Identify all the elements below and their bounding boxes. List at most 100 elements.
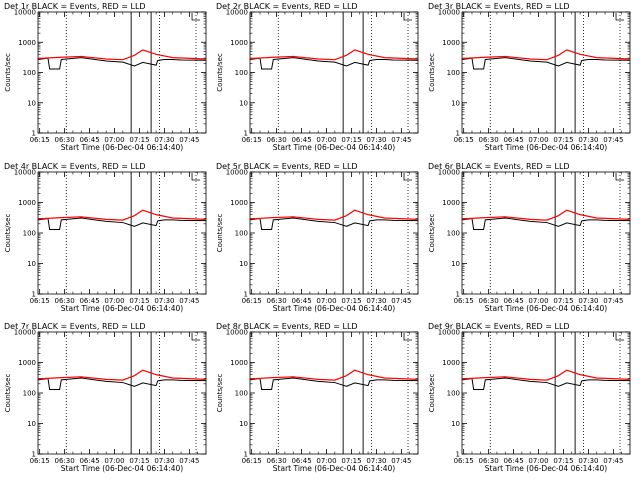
x-tick-label: 07:15 xyxy=(553,297,573,305)
x-tick-label: 07:30 xyxy=(154,457,174,465)
x-tick-label: 07:00 xyxy=(316,457,336,465)
x-tick-label: 06:45 xyxy=(79,136,99,144)
x-tick-label: 07:45 xyxy=(179,136,199,144)
legend-bracket xyxy=(191,333,201,341)
x-tick-label: 07:45 xyxy=(603,457,623,465)
x-tick-label: 06:30 xyxy=(55,136,75,144)
x-tick-label: 07:00 xyxy=(316,136,336,144)
y-tick-label: 10000 xyxy=(226,169,248,177)
y-tick-label: 1000 xyxy=(230,199,248,207)
y-tick-label: 100 xyxy=(447,390,460,398)
events-series-line xyxy=(37,57,207,70)
detector-panel-6: Det 6r BLACK = Events, RED = LLD 1 10 100 10… xyxy=(428,162,631,313)
panel-title: Det 1r BLACK = Events, RED = LLD xyxy=(4,2,146,11)
x-axis-label: Start Time (06-Dec-04 06:14:40) xyxy=(485,464,607,473)
x-tick-label: 06:30 xyxy=(55,297,75,305)
x-tick-label: 07:30 xyxy=(366,136,386,144)
detector-panel-7: Det 7r BLACK = Events, RED = LLD 1 10 100 10… xyxy=(4,322,207,473)
y-tick-label: 100 xyxy=(23,230,36,238)
plot-frame xyxy=(461,11,631,134)
panel-title: Det 7r BLACK = Events, RED = LLD xyxy=(4,322,146,331)
lld-series-line xyxy=(37,49,207,61)
y-tick-label: 10 xyxy=(27,99,36,107)
x-tick-label: 07:30 xyxy=(578,457,598,465)
x-tick-label: 07:15 xyxy=(553,136,573,144)
x-tick-label: 07:00 xyxy=(528,457,548,465)
y-tick-label: 10000 xyxy=(14,329,36,337)
x-axis-label: Start Time (06-Dec-04 06:14:40) xyxy=(61,464,183,473)
plot-frame xyxy=(249,171,419,295)
x-tick-label: 06:45 xyxy=(291,457,311,465)
x-tick-label: 06:30 xyxy=(267,136,287,144)
x-tick-label: 06:15 xyxy=(30,457,50,465)
y-tick-label: 100 xyxy=(23,390,36,398)
x-tick-label: 06:15 xyxy=(454,136,474,144)
y-tick-label: 1000 xyxy=(230,39,248,47)
x-axis-label: Start Time (06-Dec-04 06:14:40) xyxy=(61,304,183,313)
y-tick-label: 100 xyxy=(447,230,460,238)
detector-panel-4: Det 4r BLACK = Events, RED = LLD 1 10 100 10… xyxy=(4,162,207,313)
plot-frame xyxy=(37,11,207,134)
y-tick-label: 10000 xyxy=(226,9,248,17)
x-tick-label: 07:30 xyxy=(154,136,174,144)
plot-frame xyxy=(461,171,631,295)
x-tick-label: 07:45 xyxy=(603,297,623,305)
y-tick-label: 1 xyxy=(456,291,460,299)
events-series-line xyxy=(249,217,419,231)
x-tick-label: 07:45 xyxy=(391,297,411,305)
x-tick-label: 06:15 xyxy=(30,297,50,305)
x-tick-label: 07:30 xyxy=(578,136,598,144)
y-tick-label: 10 xyxy=(451,260,460,268)
y-tick-label: 1000 xyxy=(18,39,36,47)
x-tick-label: 07:00 xyxy=(316,297,336,305)
y-tick-label: 10 xyxy=(27,420,36,428)
events-series-line xyxy=(461,57,631,70)
x-tick-label: 06:45 xyxy=(291,136,311,144)
y-tick-label: 10000 xyxy=(226,329,248,337)
x-tick-label: 06:45 xyxy=(291,297,311,305)
lld-series-line xyxy=(37,369,207,381)
x-tick-label: 07:45 xyxy=(391,457,411,465)
x-tick-label: 07:00 xyxy=(104,457,124,465)
x-axis-label: Start Time (06-Dec-04 06:14:40) xyxy=(485,304,607,313)
lld-series-line xyxy=(249,209,419,221)
x-tick-label: 07:15 xyxy=(341,297,361,305)
x-tick-label: 06:15 xyxy=(242,136,262,144)
legend-bracket xyxy=(615,173,625,181)
y-tick-label: 10 xyxy=(451,420,460,428)
events-series-line xyxy=(37,217,207,231)
panel-title: Det 4r BLACK = Events, RED = LLD xyxy=(4,162,146,171)
y-tick-label: 1000 xyxy=(18,359,36,367)
y-tick-label: 1 xyxy=(32,130,36,138)
y-tick-label: 1 xyxy=(244,291,248,299)
y-axis-label: Counts/sec xyxy=(428,374,436,413)
y-tick-label: 10 xyxy=(27,260,36,268)
y-tick-label: 100 xyxy=(23,69,36,77)
y-tick-label: 100 xyxy=(235,390,248,398)
x-tick-label: 07:00 xyxy=(104,136,124,144)
panel-title: Det 8r BLACK = Events, RED = LLD xyxy=(216,322,358,331)
x-tick-label: 07:45 xyxy=(603,136,623,144)
x-axis-label: Start Time (06-Dec-04 06:14:40) xyxy=(273,464,395,473)
y-tick-label: 10 xyxy=(239,260,248,268)
x-tick-label: 07:15 xyxy=(129,136,149,144)
x-tick-label: 06:15 xyxy=(30,136,50,144)
x-tick-label: 06:45 xyxy=(79,297,99,305)
legend-bracket xyxy=(403,333,413,341)
x-tick-label: 07:00 xyxy=(104,297,124,305)
y-tick-label: 1000 xyxy=(442,199,460,207)
y-tick-label: 10000 xyxy=(438,9,460,17)
x-tick-label: 07:45 xyxy=(179,457,199,465)
lld-series-line xyxy=(461,209,631,221)
y-tick-label: 1 xyxy=(244,130,248,138)
detector-panel-1: Det 1r BLACK = Events, RED = LLD 1 10 100 10… xyxy=(4,2,207,152)
detector-panel-8: Det 8r BLACK = Events, RED = LLD 1 10 100 10… xyxy=(216,322,419,473)
lld-series-line xyxy=(37,209,207,221)
x-tick-label: 06:15 xyxy=(242,297,262,305)
x-tick-label: 07:00 xyxy=(528,136,548,144)
panel-title: Det 3r BLACK = Events, RED = LLD xyxy=(428,2,570,11)
y-axis-label: Counts/sec xyxy=(4,214,12,253)
x-tick-label: 07:15 xyxy=(341,457,361,465)
events-series-line xyxy=(249,377,419,391)
